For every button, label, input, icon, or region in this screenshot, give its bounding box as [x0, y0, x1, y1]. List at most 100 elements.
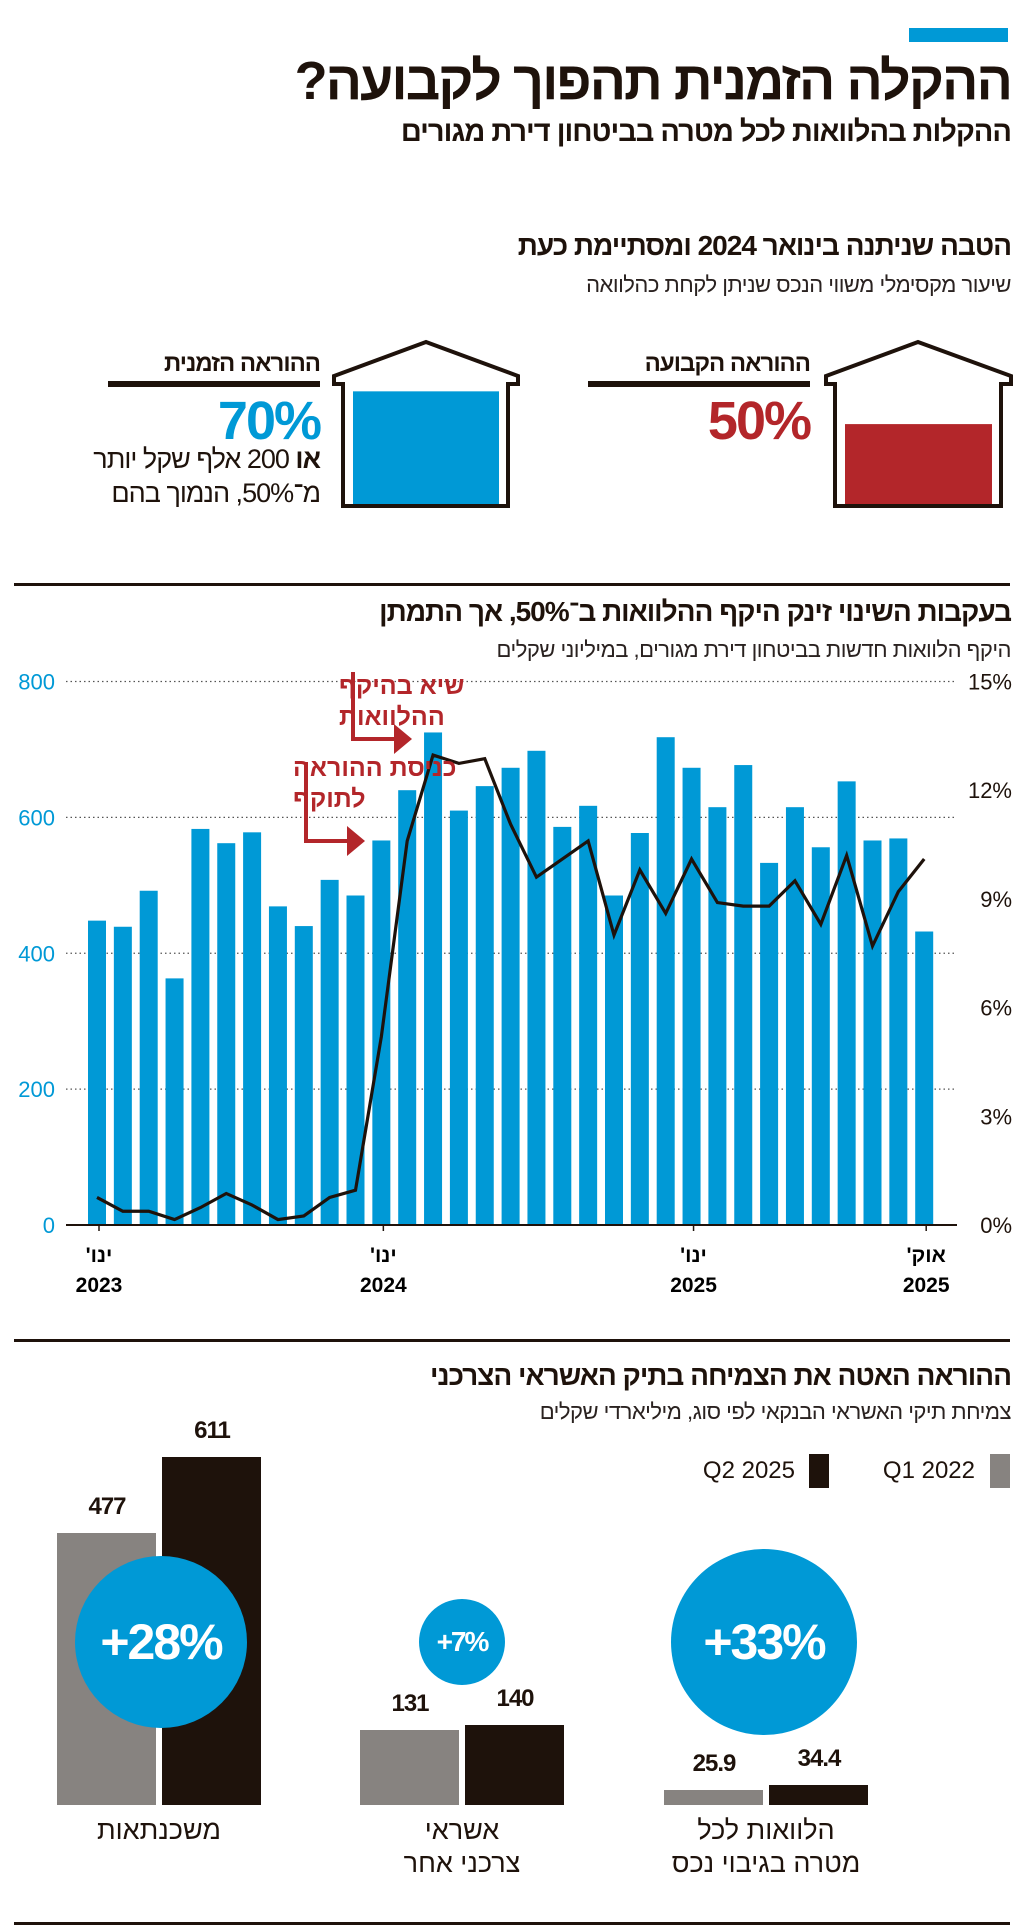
left-axis-tick: 600: [18, 805, 55, 830]
rate-line: [96, 753, 926, 1222]
category-label-line1: הלוואות לכל: [697, 1815, 835, 1845]
x-tick-year: 2023: [76, 1274, 123, 1297]
annotation-line2: לתוקף: [293, 785, 366, 813]
category-label: אשראי צרכני אחר: [342, 1814, 582, 1880]
bar: [579, 805, 598, 1225]
annotation-arrow-line: [304, 762, 349, 843]
bar-q1-2022: [360, 1730, 459, 1805]
temporary-note-line2: מ־50%, הנמוך בהם: [111, 478, 321, 508]
right-axis-tick: 0%: [980, 1213, 1012, 1238]
x-tick-month: ינו': [86, 1244, 113, 1267]
bar: [708, 807, 727, 1225]
value-label-q1-2022: 131: [391, 1690, 429, 1718]
temporary-label: ההוראה הזמנית: [163, 350, 321, 377]
x-tick-month: אוק': [907, 1244, 946, 1267]
category-label: הלוואות לכל מטרה בגיבוי נכס: [646, 1814, 886, 1880]
note-text: 200 אלף שקל יותר: [93, 444, 290, 474]
permanent-label: ההוראה הקבועה: [644, 350, 811, 377]
left-axis-tick: 0: [43, 1213, 55, 1238]
house-icon-permanent: [824, 339, 1013, 508]
legend-swatch-q1-2022: [990, 1454, 1010, 1488]
annotation-arrow-line: [351, 672, 396, 741]
right-axis-tick: 6%: [980, 996, 1012, 1021]
category-label-line1: משכנתאות: [97, 1815, 221, 1845]
bar: [501, 767, 520, 1225]
value-label-q1-2022: 25.9: [692, 1750, 737, 1778]
bar: [682, 767, 701, 1225]
bar: [139, 890, 158, 1225]
legend-swatch-q2-2025: [809, 1454, 829, 1488]
value-label-q2-2025: 611: [194, 1416, 231, 1444]
left-axis-tick: 400: [18, 941, 55, 966]
left-axis-tick: 800: [18, 670, 55, 695]
bar: [915, 931, 934, 1225]
bar: [811, 847, 830, 1225]
category-label-line2: מטרה בגיבוי נכס: [671, 1848, 861, 1878]
x-tick-year: 2025: [670, 1274, 717, 1297]
category-label-line1: אשראי: [424, 1815, 500, 1845]
bar: [449, 810, 468, 1225]
category-label: משכנתאות: [39, 1814, 279, 1847]
value-label-q1-2022: 477: [88, 1493, 126, 1521]
bar: [760, 862, 779, 1225]
annotation-arrowhead: [394, 724, 412, 754]
annotation-line1: כניסת ההוראה: [293, 754, 456, 782]
x-tick-year: 2024: [360, 1274, 407, 1297]
bar: [475, 786, 494, 1225]
house-fill-permanent: [845, 424, 992, 506]
bar: [243, 832, 262, 1225]
bar: [424, 732, 443, 1225]
right-axis-tick: 15%: [968, 670, 1012, 695]
change-badge: +28%: [75, 1556, 247, 1728]
legend-q2-2025: Q2 2025: [702, 1457, 795, 1484]
left-axis-tick: 200: [18, 1077, 55, 1102]
value-label-q2-2025: 34.4: [797, 1745, 842, 1773]
bar: [863, 840, 882, 1225]
permanent-underline: [588, 381, 810, 387]
bar: [268, 906, 287, 1225]
bar: [837, 781, 856, 1225]
bar: [889, 838, 908, 1225]
chart-title: בעקבות השינוי זינק היקף ההלוואות ב־50%, …: [379, 596, 1012, 627]
bar: [191, 828, 210, 1225]
bar: [294, 926, 313, 1225]
bar: [165, 978, 184, 1225]
right-axis-tick: 12%: [968, 778, 1012, 803]
bar: [605, 895, 623, 1225]
divider: [14, 583, 1010, 586]
chart2-subtitle: צמיחת תיקי האשראי הבנקאי לפי סוג, מיליאר…: [539, 1399, 1012, 1424]
legend-q1-2022: Q1 2022: [882, 1457, 975, 1484]
temporary-underline: [108, 381, 320, 387]
x-tick-month: ינו': [370, 1244, 397, 1267]
permanent-value: 50%: [707, 391, 812, 451]
bar: [346, 895, 365, 1225]
bar: [785, 807, 804, 1225]
annotation-line2: ההלוואות: [339, 703, 445, 731]
bar: [630, 833, 649, 1225]
right-axis-tick: 3%: [980, 1104, 1012, 1129]
bar-q2-2025: [769, 1785, 868, 1805]
bar: [113, 926, 132, 1225]
bar: [527, 750, 546, 1225]
bar: [734, 765, 753, 1225]
chart-subtitle: היקף הלוואות חדשות בביטחון דירת מגורים, …: [496, 637, 1012, 662]
change-badge: +33%: [671, 1549, 857, 1735]
bar: [217, 843, 236, 1225]
x-tick-year: 2025: [903, 1274, 950, 1297]
temporary-value: 70%: [217, 391, 322, 451]
bar: [553, 826, 572, 1225]
bar-q1-2022: [664, 1790, 763, 1805]
page-subtitle: ההקלות בהלוואות לכל מטרה בביטחון דירת מג…: [400, 116, 1012, 148]
value-label-q2-2025: 140: [496, 1685, 534, 1713]
bar: [320, 879, 339, 1225]
chart2-title: ההוראה האטה את הצמיחה בתיק האשראי הצרכני: [430, 1360, 1012, 1391]
benefit-heading: הטבה שניתנה בינואר 2024 ומסתיימת כעת: [517, 230, 1012, 261]
divider: [14, 1922, 1010, 1925]
annotation-arrowhead: [347, 826, 365, 856]
page-title: ההקלה הזמנית תהפוך לקבועה?: [294, 51, 1013, 111]
category-label-line2: צרכני אחר: [403, 1848, 521, 1878]
annotation-line1: שיא בהיקף: [339, 672, 464, 700]
benefit-subheading: שיעור מקסימלי משווי הנכס שניתן לקחת כהלו…: [586, 272, 1011, 297]
house-icons: [332, 339, 1013, 508]
note-or: או: [295, 444, 321, 474]
